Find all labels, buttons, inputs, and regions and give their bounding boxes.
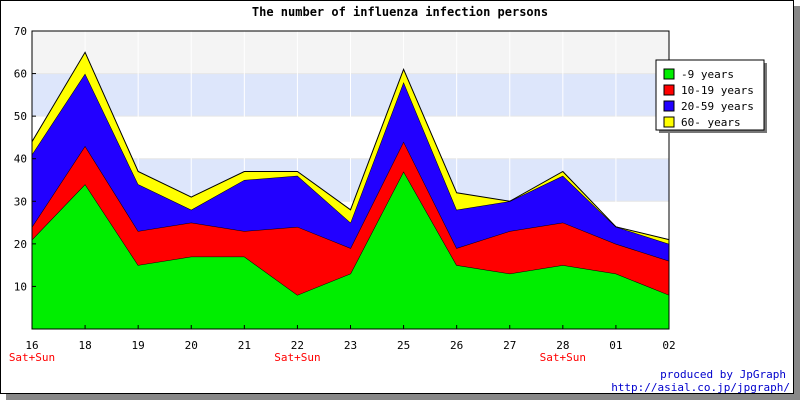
y-tick-label: 40 <box>14 153 27 166</box>
x-weekend-label: Sat+Sun <box>540 351 586 364</box>
legend-swatch <box>663 68 675 80</box>
legend: -9 years 10-19 years 20-59 years 60- years <box>655 59 767 133</box>
series-area-1 <box>32 171 669 329</box>
legend-swatch <box>663 100 675 112</box>
chart-title: The number of influenza infection person… <box>252 5 548 19</box>
series-area-2 <box>32 141 669 295</box>
x-tick-label: 01 <box>609 339 622 352</box>
x-tick-label: 22 <box>291 339 304 352</box>
x-tick-label: 27 <box>503 339 516 352</box>
legend-label: 60- years <box>681 116 741 129</box>
x-tick-label: 02 <box>662 339 675 352</box>
x-tick-label: 21 <box>238 339 251 352</box>
series-area-3 <box>32 73 669 261</box>
y-tick-label: 50 <box>14 110 27 123</box>
legend-swatch <box>663 84 675 96</box>
x-tick-label: 25 <box>397 339 410 352</box>
x-weekend-label: Sat+Sun <box>9 351 55 364</box>
legend-swatch <box>663 116 675 128</box>
series-edge-4 <box>31 51 670 241</box>
y-tick-label: 70 <box>14 25 27 38</box>
x-tick-label: 18 <box>78 339 91 352</box>
series-areas <box>31 51 670 329</box>
legend-label: -9 years <box>681 68 734 81</box>
x-tick-label: 19 <box>132 339 145 352</box>
legend-label: 10-19 years <box>681 84 754 97</box>
x-tick-label: 16 <box>25 339 38 352</box>
x-weekend-label: Sat+Sun <box>274 351 320 364</box>
y-tick-label: 30 <box>14 195 27 208</box>
y-tick-label: 60 <box>14 68 27 81</box>
legend-label: 20-59 years <box>681 100 754 113</box>
x-tick-label: 23 <box>344 339 357 352</box>
y-tick-label: 20 <box>14 238 27 251</box>
x-tick-label: 26 <box>450 339 463 352</box>
y-tick-label: 10 <box>14 280 27 293</box>
footer-url[interactable]: http://asial.co.jp/jpgraph/ <box>611 381 790 394</box>
footer-credit: produced by JpGraph <box>660 368 786 381</box>
x-tick-label: 20 <box>185 339 198 352</box>
x-tick-label: 28 <box>556 339 569 352</box>
